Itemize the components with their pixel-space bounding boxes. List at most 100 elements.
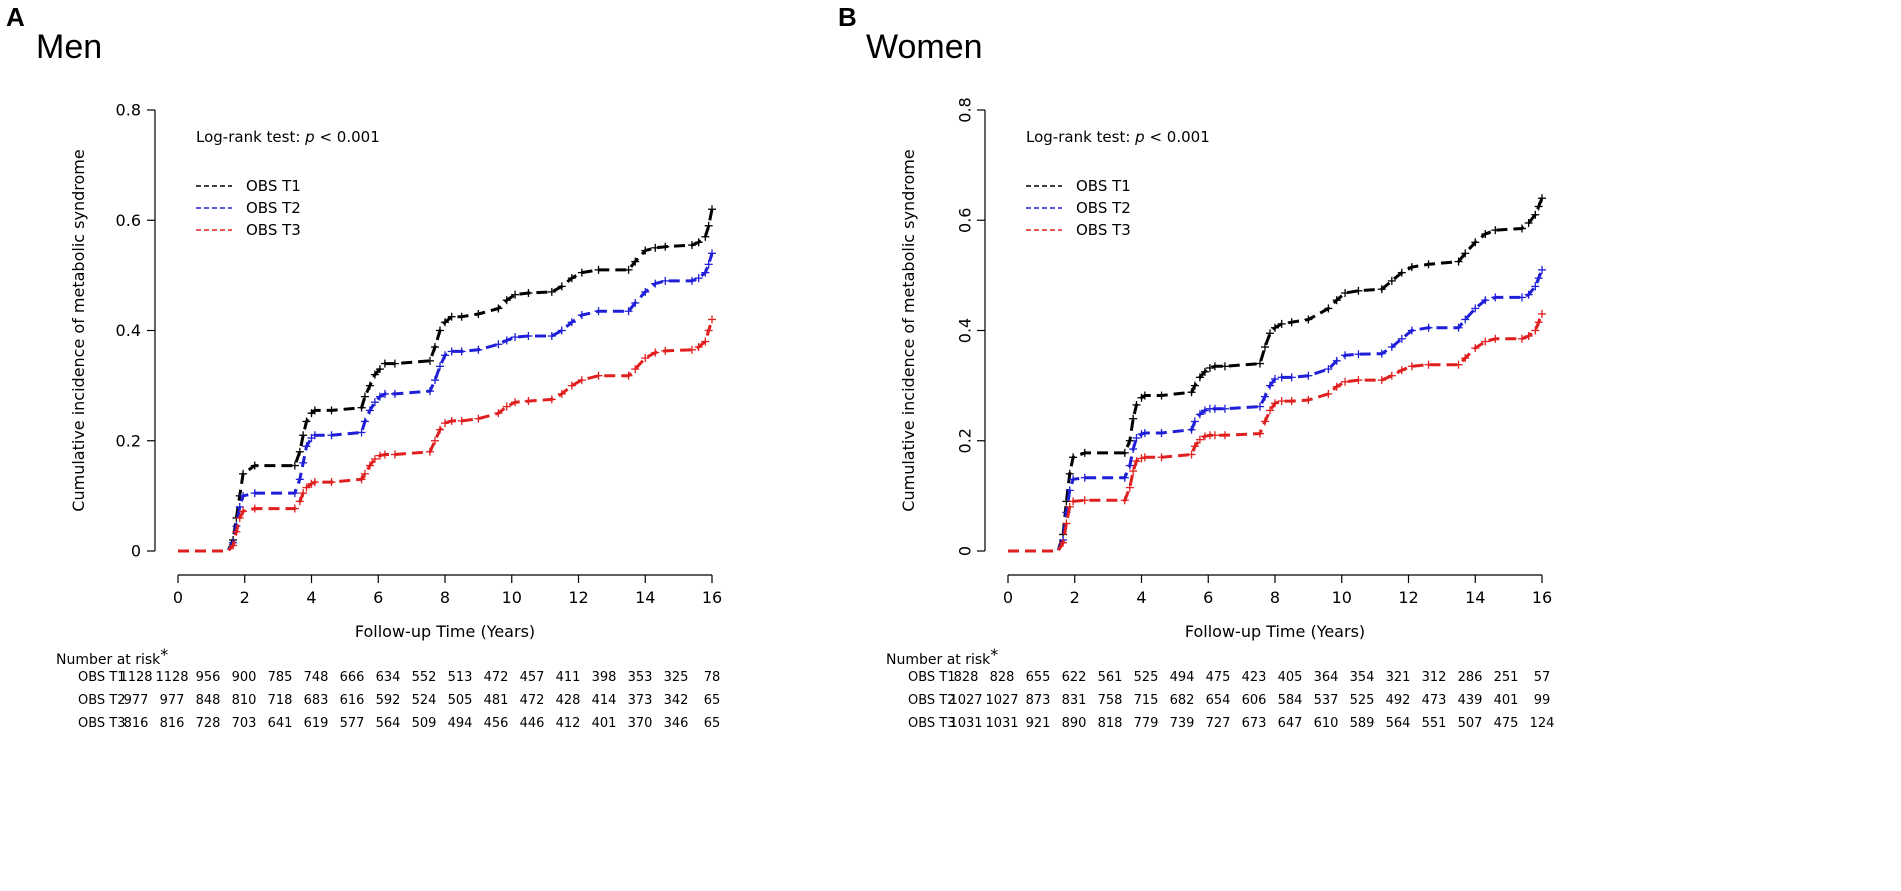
censor-mark: [299, 458, 308, 467]
censor-mark: [457, 347, 466, 356]
censor-mark: [1069, 497, 1078, 506]
risk-cell: 619: [303, 716, 329, 731]
censor-mark: [1332, 296, 1341, 305]
risk-cell: 785: [267, 670, 293, 685]
censor-mark: [708, 205, 716, 214]
risk-cell: 1128: [119, 670, 153, 685]
censor-mark: [232, 527, 241, 536]
x-axis-label: Follow-up Time (Years): [1185, 622, 1365, 641]
censor-mark: [1387, 371, 1396, 380]
censor-mark: [302, 483, 311, 492]
censor-mark: [1140, 453, 1149, 462]
censor-mark: [1062, 519, 1071, 528]
risk-cell: 354: [1349, 670, 1375, 685]
censor-mark: [1304, 315, 1313, 324]
censor-mark: [447, 416, 456, 425]
censor-mark: [524, 289, 533, 298]
logrank-suffix: < 0.001: [1145, 128, 1210, 146]
risk-cell: 507: [1457, 716, 1483, 731]
risk-cell: 364: [1313, 670, 1339, 685]
censor-mark: [524, 332, 533, 341]
censor-mark: [1287, 318, 1296, 327]
y-axis-label: Cumulative incidence of metabolic syndro…: [899, 149, 918, 511]
censor-mark: [1277, 397, 1286, 406]
censor-mark: [1120, 448, 1129, 457]
risk-cell: 1031: [949, 716, 983, 731]
censor-mark: [1461, 315, 1470, 324]
censor-mark: [474, 414, 483, 423]
censor-mark: [474, 345, 483, 354]
censor-mark: [1120, 496, 1129, 505]
risk-cell: 405: [1277, 670, 1303, 685]
censor-mark: [577, 311, 586, 320]
censor-mark: [624, 371, 633, 380]
censor-mark: [1424, 323, 1433, 332]
risk-cell: 654: [1205, 693, 1231, 708]
censor-mark: [295, 497, 304, 506]
risk-cell: 472: [519, 693, 545, 708]
risk-cell: 414: [591, 693, 617, 708]
censor-mark: [1132, 433, 1141, 442]
censor-mark: [1157, 429, 1166, 438]
risk-cell: 873: [1025, 693, 1051, 708]
censor-mark: [624, 265, 633, 274]
risk-cell: 564: [1385, 716, 1411, 731]
risk-cell: 715: [1133, 693, 1159, 708]
censor-mark: [1531, 326, 1540, 335]
censor-mark: [370, 454, 379, 463]
risk-cell: 398: [591, 670, 617, 685]
censor-mark: [1471, 304, 1480, 313]
censor-mark: [1080, 448, 1089, 457]
risk-cell: 682: [1169, 693, 1195, 708]
risk-cell: 65: [703, 693, 721, 708]
risk-cell: 647: [1277, 716, 1303, 731]
x-tick-label: 4: [1136, 588, 1146, 607]
censor-mark: [1517, 293, 1526, 302]
risk-cell: 401: [591, 716, 617, 731]
censor-mark: [1255, 402, 1264, 411]
x-tick-label: 6: [1203, 588, 1213, 607]
risk-cell: 525: [1133, 670, 1159, 685]
censor-mark: [1220, 404, 1229, 413]
censor-mark: [239, 491, 248, 500]
risk-cell: 423: [1241, 670, 1267, 685]
censor-mark: [430, 343, 439, 352]
censor-mark: [327, 431, 336, 440]
risk-cell: 900: [231, 670, 257, 685]
x-tick-label: 2: [1070, 588, 1080, 607]
risk-cell: 956: [195, 670, 221, 685]
logrank-annotation: Log-rank test: p < 0.001: [1026, 128, 1210, 146]
km-chart-women: 0 0.2 0.4 0.6 0.8 Cumulative incidence of met…: [899, 97, 1552, 641]
censor-marks-2: [229, 249, 716, 547]
risk-cell: 816: [159, 716, 185, 731]
risk-cell: 561: [1097, 670, 1123, 685]
risk-cell: 457: [519, 670, 545, 685]
risk-row-label: OBS T3: [78, 716, 126, 731]
risk-title-text: Number at risk: [56, 652, 161, 668]
risk-cell: 779: [1133, 716, 1159, 731]
censor-mark: [1287, 397, 1296, 406]
censor-mark: [1059, 538, 1068, 547]
censor-mark: [687, 345, 696, 354]
x-tick-label: 12: [1398, 588, 1418, 607]
censor-mark: [307, 479, 316, 488]
risk-cell: 655: [1025, 670, 1051, 685]
censor-mark: [380, 450, 389, 459]
censor-mark: [511, 290, 520, 299]
risk-cell: 1027: [949, 693, 983, 708]
censor-mark: [229, 541, 238, 550]
censor-mark: [701, 337, 710, 346]
censor-mark: [390, 389, 399, 398]
censor-mark: [365, 381, 374, 390]
censor-mark: [1491, 293, 1500, 302]
censor-mark: [1125, 436, 1134, 445]
censor-mark: [594, 307, 603, 316]
risk-cell: 78: [703, 670, 721, 685]
censor-mark: [1200, 367, 1209, 376]
censor-mark: [1534, 318, 1543, 327]
legend-label-2: OBS T2: [1076, 199, 1131, 217]
censor-mark: [447, 312, 456, 321]
censor-mark: [1387, 343, 1396, 352]
censor-mark: [447, 347, 456, 356]
censor-mark: [1341, 289, 1350, 298]
